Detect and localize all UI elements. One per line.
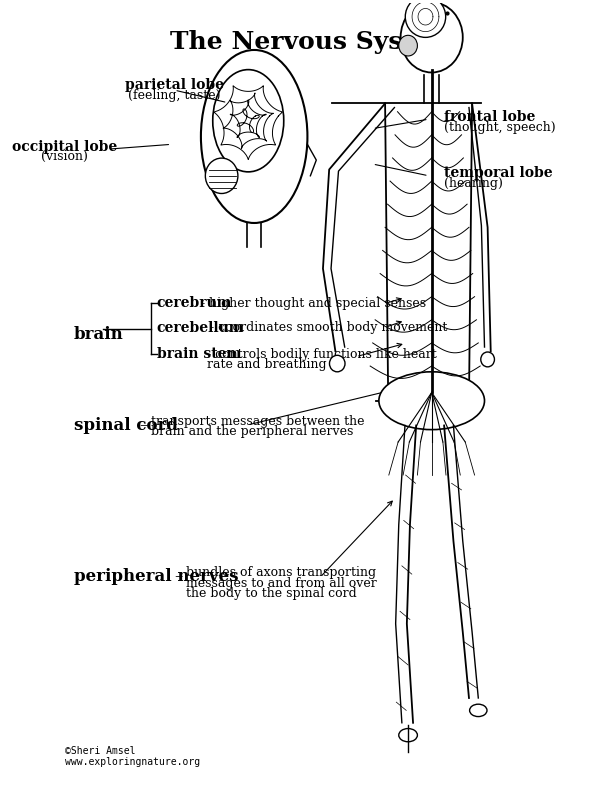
Text: brain stem: brain stem: [157, 348, 241, 361]
Text: (thought, speech): (thought, speech): [444, 120, 555, 134]
Ellipse shape: [401, 2, 463, 73]
Text: cerebellum: cerebellum: [157, 321, 244, 334]
Ellipse shape: [469, 704, 487, 717]
Text: ©Sheri Amsel
www.exploringnature.org: ©Sheri Amsel www.exploringnature.org: [65, 745, 200, 767]
Text: peripheral nerves: peripheral nerves: [73, 569, 238, 585]
Text: spinal cord: spinal cord: [73, 417, 177, 433]
Ellipse shape: [206, 158, 238, 193]
Ellipse shape: [213, 70, 284, 172]
Ellipse shape: [379, 371, 485, 429]
Text: frontal lobe: frontal lobe: [444, 110, 535, 124]
Text: - coordinates smooth body movement: - coordinates smooth body movement: [210, 321, 447, 334]
Ellipse shape: [329, 356, 345, 371]
Text: messages to and from all over: messages to and from all over: [186, 577, 377, 590]
Text: cerebrum: cerebrum: [157, 296, 232, 310]
Text: parietal lobe: parietal lobe: [125, 78, 224, 93]
Text: rate and breathing: rate and breathing: [207, 358, 326, 371]
Ellipse shape: [201, 50, 307, 223]
Text: (vision): (vision): [42, 150, 88, 163]
Text: The Nervous System: The Nervous System: [170, 30, 457, 55]
Text: –: –: [139, 417, 147, 433]
Ellipse shape: [399, 36, 417, 56]
Text: bundles of axons transporting: bundles of axons transporting: [186, 566, 376, 580]
Ellipse shape: [481, 352, 494, 367]
Text: brain and the peripheral nerves: brain and the peripheral nerves: [151, 425, 353, 438]
Text: (hearing): (hearing): [444, 177, 502, 190]
Text: (feeling, taste): (feeling, taste): [128, 89, 220, 102]
Text: –: –: [174, 569, 182, 585]
Ellipse shape: [405, 0, 446, 37]
Text: - controls bodily functions like heart: - controls bodily functions like heart: [207, 348, 436, 361]
Text: brain: brain: [73, 326, 124, 343]
Text: transports messages between the: transports messages between the: [151, 415, 364, 428]
Text: temporal lobe: temporal lobe: [444, 166, 552, 181]
Text: the body to the spinal cord: the body to the spinal cord: [186, 587, 357, 600]
Text: - higher thought and special senses: - higher thought and special senses: [201, 297, 426, 310]
Text: occipital lobe: occipital lobe: [12, 139, 118, 154]
Ellipse shape: [399, 729, 417, 742]
